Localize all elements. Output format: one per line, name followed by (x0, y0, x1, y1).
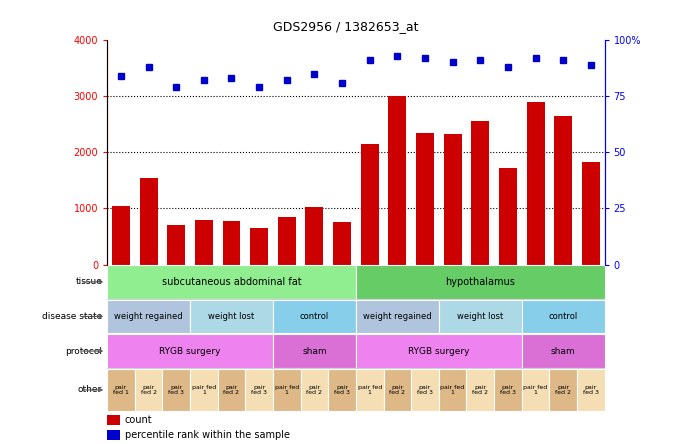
Text: pair
fed 3: pair fed 3 (334, 385, 350, 395)
Bar (107, 266, 356, 298)
Bar (439, 369, 466, 411)
Bar (273, 300, 356, 333)
Bar (218, 369, 245, 411)
Bar (549, 369, 577, 411)
Text: pair
fed 2: pair fed 2 (555, 385, 571, 395)
Bar (167, 225, 185, 265)
Text: RYGB surgery: RYGB surgery (408, 347, 470, 356)
Text: pair
fed 3: pair fed 3 (417, 385, 433, 395)
Bar (107, 369, 135, 411)
Bar (278, 217, 296, 265)
Text: weight regained: weight regained (114, 312, 183, 321)
Text: percentile rank within the sample: percentile rank within the sample (124, 430, 290, 440)
Bar (328, 369, 356, 411)
Text: control: control (300, 312, 329, 321)
Bar (411, 369, 439, 411)
Text: GDS2956 / 1382653_at: GDS2956 / 1382653_at (273, 20, 418, 33)
Text: pair
fed 3: pair fed 3 (251, 385, 267, 395)
Text: subcutaneous abdominal fat: subcutaneous abdominal fat (162, 277, 301, 287)
Text: RYGB surgery: RYGB surgery (159, 347, 221, 356)
Text: pair
fed 2: pair fed 2 (472, 385, 489, 395)
Text: pair fed
1: pair fed 1 (357, 385, 382, 395)
Bar (135, 369, 162, 411)
Bar (301, 369, 328, 411)
Text: control: control (549, 312, 578, 321)
Bar (107, 300, 190, 333)
Text: pair
fed 3: pair fed 3 (500, 385, 516, 395)
Text: other: other (78, 385, 102, 394)
Text: sham: sham (302, 347, 327, 356)
Bar (522, 369, 549, 411)
Bar (112, 206, 130, 265)
Text: pair fed
1: pair fed 1 (274, 385, 299, 395)
Bar (554, 116, 572, 265)
Bar (356, 334, 522, 368)
Text: pair fed
1: pair fed 1 (440, 385, 465, 395)
Text: protocol: protocol (65, 347, 102, 356)
Bar (140, 178, 158, 265)
Text: pair
fed 1: pair fed 1 (113, 385, 129, 395)
Bar (107, 415, 120, 425)
Bar (466, 369, 494, 411)
Text: weight lost: weight lost (209, 312, 254, 321)
Bar (195, 220, 213, 265)
Bar (223, 221, 240, 265)
Text: weight lost: weight lost (457, 312, 503, 321)
Text: pair
fed 3: pair fed 3 (583, 385, 599, 395)
Bar (305, 207, 323, 265)
Text: count: count (124, 415, 152, 425)
Bar (494, 369, 522, 411)
Bar (245, 369, 273, 411)
Bar (471, 121, 489, 265)
Text: pair fed
1: pair fed 1 (191, 385, 216, 395)
Text: disease state: disease state (42, 312, 102, 321)
Bar (333, 222, 351, 265)
Bar (384, 369, 411, 411)
Text: pair
fed 2: pair fed 2 (306, 385, 323, 395)
Bar (522, 334, 605, 368)
Bar (273, 334, 356, 368)
Text: tissue: tissue (75, 278, 102, 286)
Bar (356, 266, 605, 298)
Text: weight regained: weight regained (363, 312, 432, 321)
Bar (190, 369, 218, 411)
Bar (107, 430, 120, 440)
Bar (582, 163, 600, 265)
Bar (162, 369, 190, 411)
Bar (527, 102, 545, 265)
Bar (416, 133, 434, 265)
Text: pair fed
1: pair fed 1 (523, 385, 548, 395)
Bar (499, 168, 517, 265)
Bar (444, 134, 462, 265)
Text: pair
fed 2: pair fed 2 (389, 385, 406, 395)
Bar (356, 300, 439, 333)
Bar (250, 228, 268, 265)
Bar (361, 144, 379, 265)
Bar (439, 300, 522, 333)
Bar (577, 369, 605, 411)
Bar (522, 300, 605, 333)
Bar (273, 369, 301, 411)
Text: pair
fed 2: pair fed 2 (223, 385, 240, 395)
Bar (107, 334, 273, 368)
Bar (356, 369, 384, 411)
Text: pair
fed 3: pair fed 3 (168, 385, 184, 395)
Text: sham: sham (551, 347, 576, 356)
Text: pair
fed 2: pair fed 2 (140, 385, 157, 395)
Bar (388, 96, 406, 265)
Text: hypothalamus: hypothalamus (445, 277, 515, 287)
Bar (190, 300, 273, 333)
